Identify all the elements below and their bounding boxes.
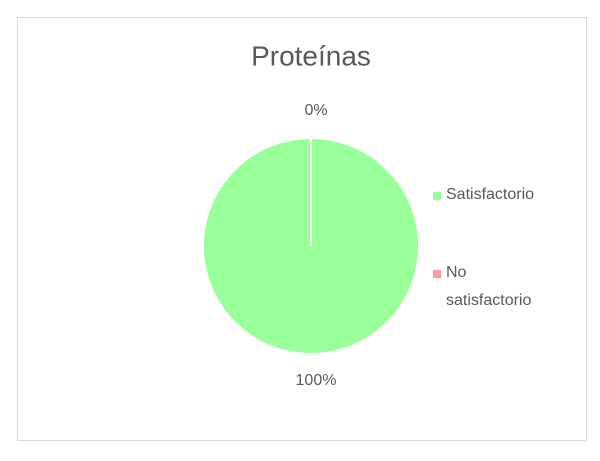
- legend-entry: No satisfactorio: [446, 264, 532, 309]
- chart-title: Proteínas: [251, 40, 371, 71]
- legend-swatch: [433, 192, 441, 200]
- data-label: 100%: [296, 372, 337, 389]
- data-label: 0%: [304, 102, 327, 119]
- legend-label: No satisfactorio: [446, 264, 532, 309]
- legend-entry: Satisfactorio: [446, 186, 535, 203]
- legend-label: Satisfactorio: [446, 186, 535, 203]
- legend-swatch: [433, 270, 441, 278]
